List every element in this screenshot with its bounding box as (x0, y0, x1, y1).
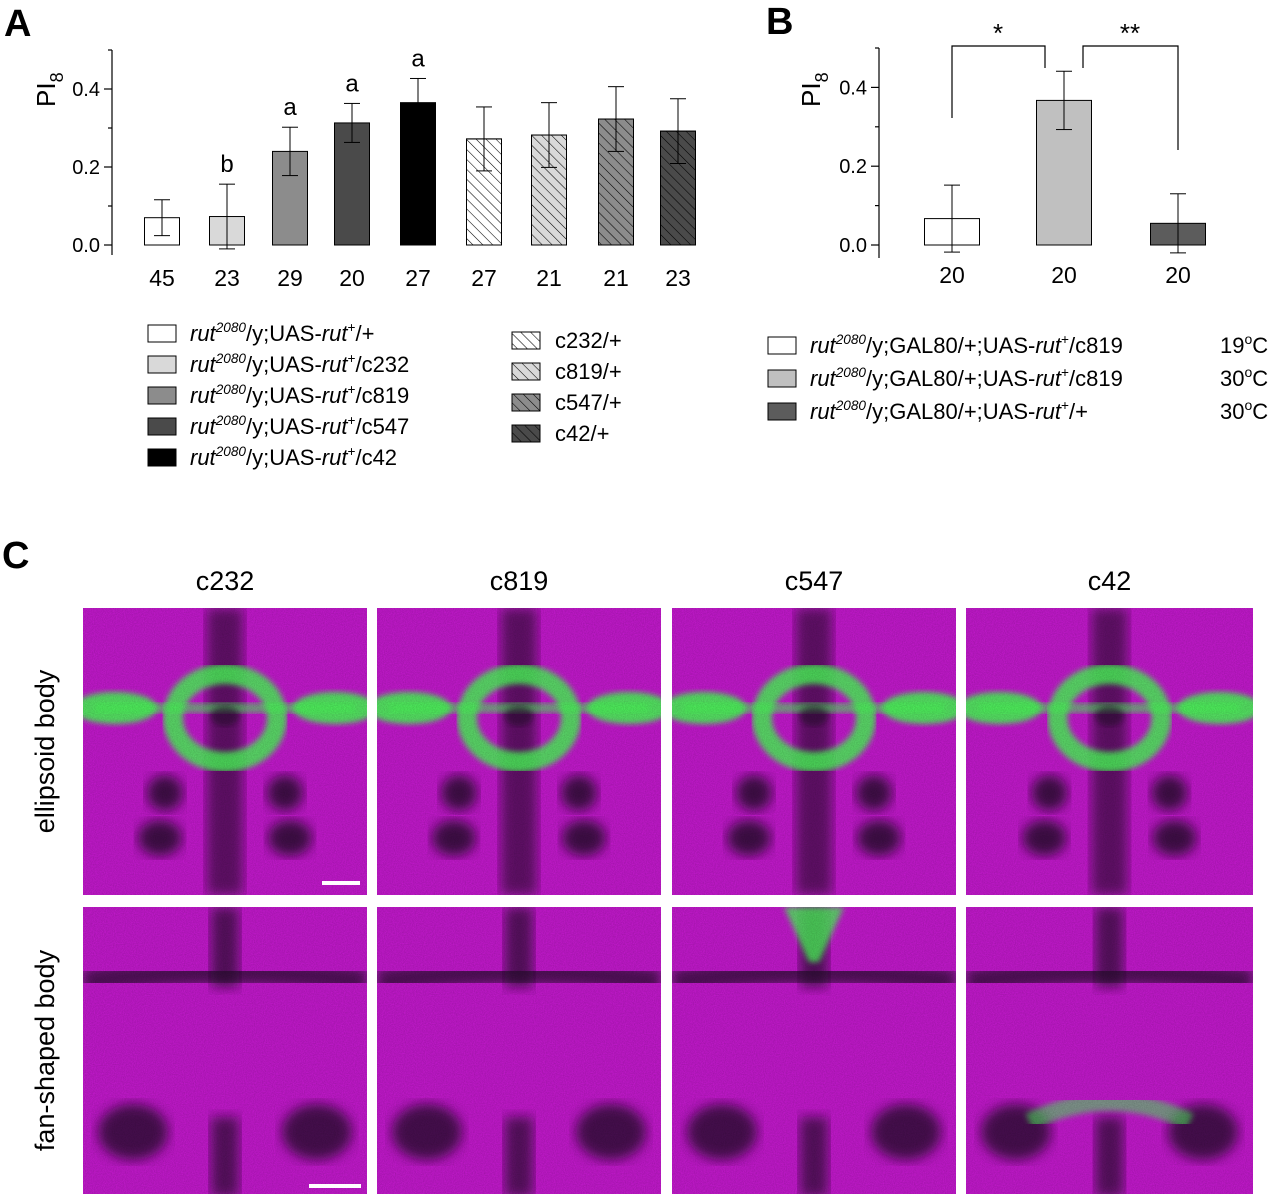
legend-a: rut2080/y;UAS-rut+/+ rut2080/y;UAS-rut+/c… (147, 320, 622, 470)
scale-bar (309, 1184, 361, 1188)
y-tick-label: 0.2 (72, 157, 100, 179)
legend-swatch (147, 448, 177, 467)
legend-temperature: 30oC (1220, 364, 1268, 391)
legend-swatch (767, 402, 797, 421)
image-noise (83, 907, 367, 1194)
legend-swatch (767, 369, 797, 388)
x-tick-label: 45 (149, 265, 175, 291)
legend-label: rut2080/y;UAS-rut+/c819 (190, 382, 409, 408)
row-label: fan-shaped body (30, 949, 60, 1151)
x-tick-label: 23 (665, 265, 691, 291)
fan-shaped-body-image (83, 907, 367, 1194)
x-tick-label: 20 (939, 262, 965, 288)
legend-label: rut2080/y;GAL80/+;UAS-rut+/+ (810, 398, 1088, 424)
scale-bar (322, 881, 360, 885)
legend-label: c819/+ (555, 359, 622, 384)
ellipsoid-body-image (966, 608, 1253, 895)
legend-label: c547/+ (555, 390, 622, 415)
legend-label: rut2080/y;GAL80/+;UAS-rut+/c819 (810, 365, 1123, 391)
y-tick-label: 0.0 (839, 235, 867, 257)
y-tick-label: 0.2 (839, 156, 867, 178)
image-noise (672, 907, 956, 1194)
x-tick-label: 21 (603, 265, 629, 291)
column-label: c232 (196, 566, 255, 596)
significance-letter: a (345, 70, 359, 97)
legend-label: rut2080/y;UAS-rut+/c547 (190, 413, 409, 439)
panel-label-a: A (4, 3, 31, 45)
significance-letter: b (220, 151, 233, 178)
significance-letter: a (283, 94, 297, 121)
panel-label-c: C (2, 535, 29, 577)
legend-swatch-hatch (511, 424, 541, 443)
ellipsoid-body-image (83, 608, 367, 895)
ellipsoid-body-image (672, 608, 956, 895)
x-tick-label: 27 (405, 265, 431, 291)
image-noise (377, 907, 661, 1194)
fan-shaped-body-image (672, 907, 956, 1194)
bar (334, 122, 370, 246)
significance-stars: * (993, 18, 1003, 48)
micrograph-grid: c232 c819 c547 c42 ellipsoid body fan-shaped … (30, 566, 1253, 1194)
x-tick-label: 20 (1051, 262, 1077, 288)
x-tick-label: 23 (214, 265, 240, 291)
image-noise (966, 907, 1253, 1194)
legend-label: c232/+ (555, 328, 622, 353)
significance-bracket (951, 45, 1046, 118)
legend-swatch-hatch (511, 393, 541, 412)
image-noise (83, 608, 367, 895)
significance-stars: ** (1120, 18, 1140, 48)
y-axis-label: PI8 (796, 72, 832, 107)
y-tick-label: 0.4 (72, 79, 100, 101)
x-tick-label: 27 (471, 265, 497, 291)
legend-label: rut2080/y;GAL80/+;UAS-rut+/c819 (810, 332, 1123, 358)
significance-bracket (1082, 45, 1179, 150)
y-axis-label: PI8 (31, 72, 67, 107)
legend-label: rut2080/y;UAS-rut+/+ (190, 320, 374, 346)
panel-label-b: B (766, 1, 793, 43)
x-tick-label: 29 (277, 265, 303, 291)
column-label: c42 (1088, 566, 1132, 596)
y-tick-label: 0.4 (839, 77, 867, 99)
legend-swatch (147, 386, 177, 405)
legend-swatch-hatch (511, 362, 541, 381)
legend-temperature: 30oC (1220, 397, 1268, 424)
significance-letter: a (411, 45, 425, 72)
legend-label: c42/+ (555, 421, 609, 446)
fan-shaped-body-image (377, 907, 661, 1194)
fan-shaped-body-image (966, 907, 1253, 1194)
image-noise (377, 608, 661, 895)
column-label: c819 (490, 566, 549, 596)
legend-swatch (147, 324, 177, 343)
legend-b: rut2080/y;GAL80/+;UAS-rut+/c819 19oC rut20… (767, 331, 1268, 424)
legend-label: rut2080/y;UAS-rut+/c232 (190, 351, 409, 377)
image-noise (966, 608, 1253, 895)
x-tick-label: 20 (1165, 262, 1191, 288)
legend-label: rut2080/y;UAS-rut+/c42 (190, 444, 397, 470)
legend-swatch-hatch (511, 331, 541, 350)
legend-temperature: 19oC (1220, 331, 1268, 358)
column-label: c547 (785, 566, 844, 596)
image-noise (672, 608, 956, 895)
ellipsoid-body-image (377, 608, 661, 895)
legend-swatch (147, 417, 177, 436)
row-label: ellipsoid body (30, 669, 60, 833)
x-tick-label: 20 (339, 265, 365, 291)
legend-swatch (147, 355, 177, 374)
legend-swatch (767, 336, 797, 355)
y-tick-label: 0.0 (72, 235, 100, 257)
x-tick-label: 21 (536, 265, 562, 291)
